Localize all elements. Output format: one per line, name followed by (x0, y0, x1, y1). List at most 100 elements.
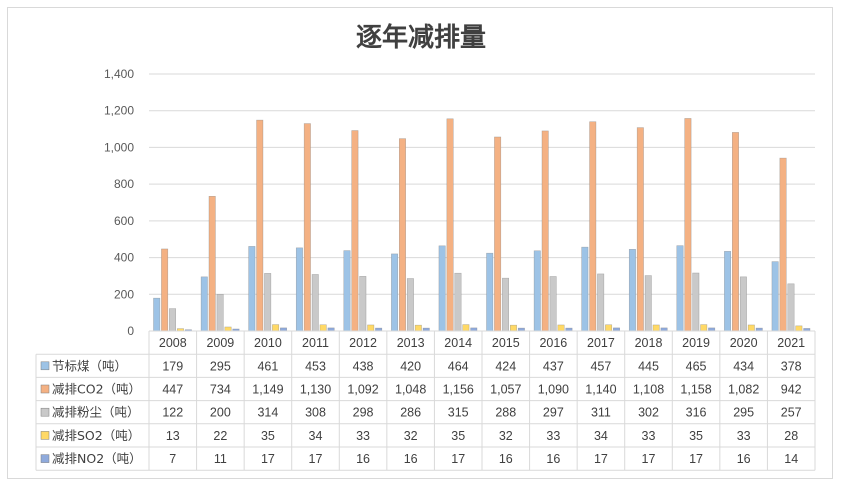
data-label: 16 (356, 452, 370, 466)
data-label: 288 (495, 406, 516, 420)
bar (652, 324, 660, 332)
bar (589, 121, 597, 332)
bars (153, 118, 811, 332)
data-label: 298 (353, 406, 374, 420)
bar (795, 325, 803, 332)
data-label: 11 (214, 452, 227, 466)
data-label: 465 (686, 359, 707, 373)
data-label: 257 (781, 406, 802, 420)
data-label: 315 (448, 406, 469, 420)
data-label: 1,108 (633, 383, 664, 397)
data-label: 453 (305, 359, 326, 373)
bar (169, 308, 176, 332)
legend-key (40, 431, 50, 440)
y-tick-label: 1,400 (104, 67, 134, 81)
category-label: 2019 (682, 336, 710, 350)
category-label: 2017 (587, 336, 615, 350)
bar (414, 324, 422, 332)
data-label: 302 (638, 406, 659, 420)
bar (771, 261, 779, 332)
data-label: 16 (499, 452, 513, 466)
category-label: 2010 (254, 336, 282, 350)
bar (636, 127, 644, 332)
data-label: 942 (781, 383, 802, 397)
data-label: 447 (162, 383, 183, 397)
data-label: 17 (261, 452, 275, 466)
data-label: 33 (356, 429, 370, 443)
chart-frame: 逐年减排量 0 200 400 600 800 1,000 1,200 1,400 2008 2… (7, 7, 833, 479)
data-label: 35 (689, 429, 703, 443)
data-label: 34 (309, 429, 323, 443)
bar (391, 253, 399, 332)
y-tick-label: 800 (114, 177, 134, 191)
data-label: 16 (546, 452, 560, 466)
bar (351, 130, 359, 332)
data-label: 1,156 (443, 383, 474, 397)
bar (700, 324, 708, 332)
data-label: 1,057 (490, 383, 521, 397)
bar (446, 118, 454, 332)
data-label: 314 (257, 406, 278, 420)
legend-key (40, 384, 50, 394)
bar (256, 119, 264, 332)
data-label: 17 (642, 452, 656, 466)
category-label: 2013 (397, 336, 425, 350)
data-label: 438 (353, 359, 374, 373)
data-table: 2008 2009 2010 2011 2012 2013 2014 2015 2016 2017… (35, 330, 816, 471)
bar (779, 157, 787, 332)
bar (597, 273, 605, 332)
data-label: 33 (642, 429, 656, 443)
bar (581, 246, 589, 332)
y-tick-label: 400 (114, 251, 134, 265)
bar (747, 324, 755, 332)
data-label: 445 (638, 359, 659, 373)
data-label: 35 (451, 429, 465, 443)
series-label: 减排SO2（吨） (52, 428, 140, 443)
bar (509, 324, 517, 332)
data-label: 1,158 (680, 383, 711, 397)
bar (549, 276, 557, 332)
data-label: 286 (400, 406, 421, 420)
data-label: 14 (784, 452, 798, 466)
bar (295, 247, 303, 332)
bar (153, 297, 161, 332)
bar (367, 324, 375, 332)
data-label: 424 (495, 359, 516, 373)
data-label: 22 (213, 429, 227, 443)
legend-key (40, 407, 50, 417)
data-label: 200 (210, 406, 231, 420)
data-label: 17 (309, 452, 323, 466)
data-label: 16 (404, 452, 418, 466)
bar (161, 248, 169, 332)
bar (248, 246, 256, 332)
bar (684, 118, 692, 332)
data-label: 316 (686, 406, 707, 420)
bar (454, 272, 462, 332)
data-label: 1,149 (252, 383, 283, 397)
bar (557, 324, 565, 332)
bar (208, 196, 216, 332)
bar (644, 275, 652, 332)
data-label: 311 (591, 406, 611, 420)
bar (462, 324, 470, 332)
data-label: 28 (784, 429, 798, 443)
data-label: 457 (590, 359, 611, 373)
data-label: 33 (546, 429, 560, 443)
category-label: 2011 (302, 336, 329, 350)
data-label: 33 (737, 429, 751, 443)
legend-key (40, 361, 50, 371)
bar (739, 276, 747, 332)
bar (264, 273, 272, 332)
bar (399, 138, 406, 332)
bar (628, 249, 636, 332)
bar (486, 252, 494, 332)
category-label: 2018 (635, 336, 663, 350)
data-label: 1,140 (585, 383, 616, 397)
data-label: 1,092 (347, 383, 378, 397)
data-label: 420 (400, 359, 421, 373)
data-label: 32 (404, 429, 418, 443)
bar (272, 324, 280, 332)
bar (605, 324, 613, 332)
category-label: 2021 (777, 336, 805, 350)
